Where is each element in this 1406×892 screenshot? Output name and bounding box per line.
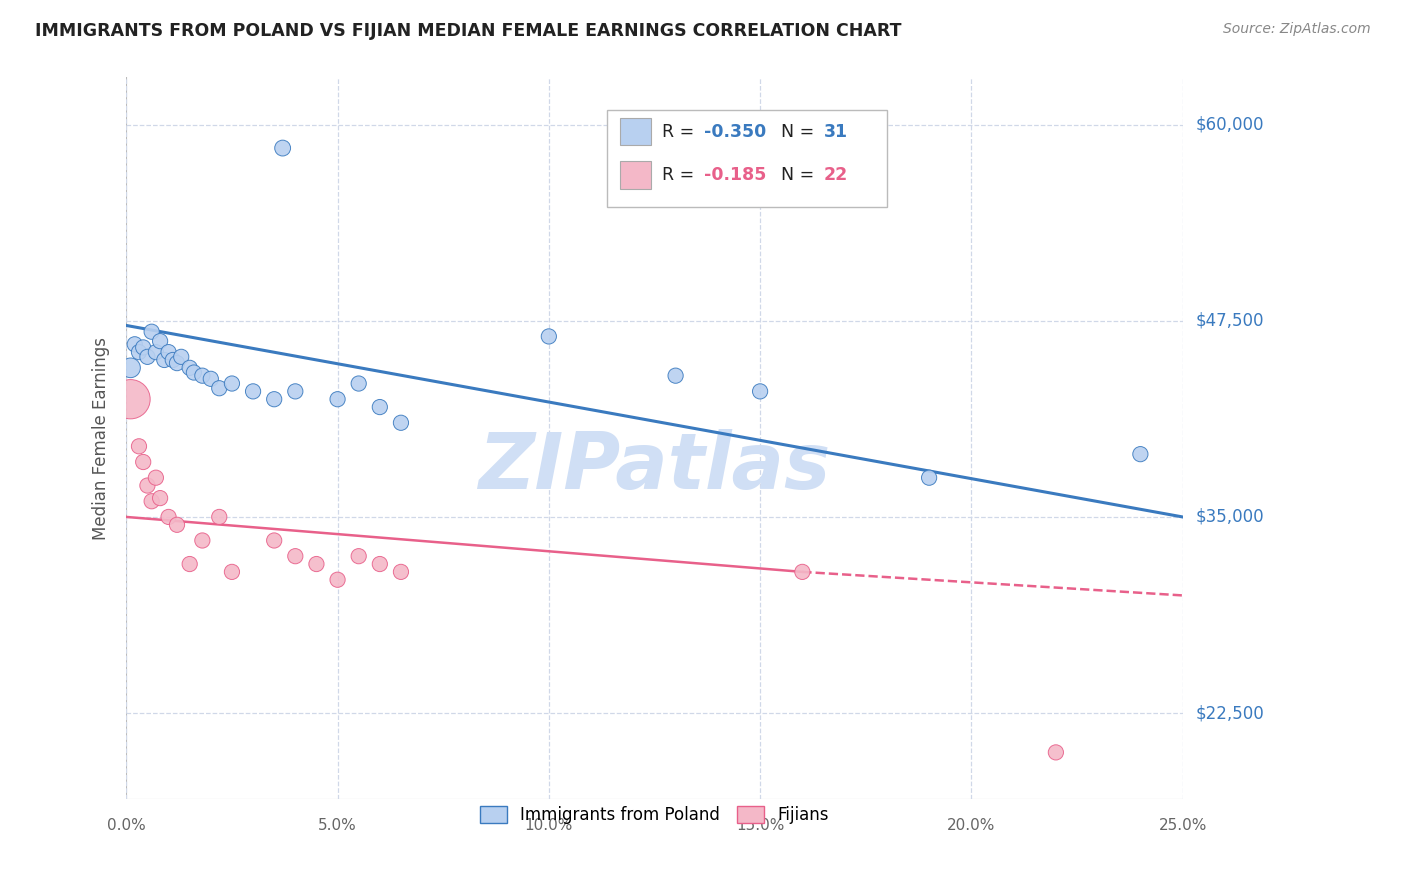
Text: N =: N = (782, 166, 820, 184)
Point (157, 510, 180, 524)
Text: $47,500: $47,500 (1195, 311, 1264, 330)
Point (284, 384, 307, 399)
Text: -0.350: -0.350 (704, 122, 766, 141)
Point (132, 455, 155, 469)
Point (166, 356, 188, 370)
Point (221, 376, 243, 391)
Point (145, 345, 167, 359)
Point (389, 565, 412, 579)
Point (347, 549, 370, 564)
Point (368, 557, 391, 571)
Text: 22: 22 (824, 166, 848, 184)
Point (179, 360, 201, 375)
Point (284, 549, 307, 564)
Point (200, 372, 222, 386)
Point (263, 392, 285, 407)
Point (149, 491, 172, 505)
Text: Source: ZipAtlas.com: Source: ZipAtlas.com (1223, 22, 1371, 37)
Point (1129, 447, 1152, 461)
Point (208, 381, 231, 395)
Legend: Immigrants from Poland, Fijians: Immigrants from Poland, Fijians (474, 799, 835, 830)
Point (271, 141, 294, 155)
Point (170, 350, 193, 364)
Text: -0.185: -0.185 (704, 166, 766, 184)
Text: 10.0%: 10.0% (524, 818, 574, 833)
Point (792, 565, 814, 579)
Text: $35,000: $35,000 (1195, 508, 1264, 526)
Text: 31: 31 (824, 122, 848, 141)
Point (368, 400, 391, 414)
Point (153, 353, 176, 368)
Point (183, 366, 205, 380)
Point (145, 471, 167, 485)
Point (149, 334, 172, 348)
Point (179, 557, 201, 571)
Point (326, 392, 349, 407)
Point (749, 384, 772, 399)
Point (141, 494, 163, 508)
Point (347, 376, 370, 391)
Point (537, 329, 560, 343)
Text: $22,500: $22,500 (1195, 704, 1264, 723)
Point (221, 565, 243, 579)
Point (128, 345, 150, 359)
Point (263, 533, 285, 548)
Point (120, 360, 142, 375)
Point (141, 325, 163, 339)
Text: 5.0%: 5.0% (318, 818, 357, 833)
Text: R =: R = (662, 122, 700, 141)
Point (166, 517, 188, 532)
Bar (620, 161, 651, 188)
Point (191, 368, 214, 383)
Point (124, 337, 146, 351)
Y-axis label: Median Female Earnings: Median Female Earnings (93, 337, 110, 540)
Point (136, 350, 159, 364)
Point (918, 471, 941, 485)
Point (157, 345, 180, 359)
Point (120, 392, 142, 407)
Point (191, 533, 214, 548)
Bar (620, 118, 651, 145)
Point (136, 478, 159, 492)
Text: ZIPatlas: ZIPatlas (478, 429, 831, 506)
Text: R =: R = (662, 166, 700, 184)
Point (132, 340, 155, 354)
FancyBboxPatch shape (607, 110, 887, 208)
Point (326, 573, 349, 587)
Text: 15.0%: 15.0% (735, 818, 785, 833)
Point (389, 416, 412, 430)
Point (665, 368, 688, 383)
Text: 25.0%: 25.0% (1159, 818, 1206, 833)
Text: IMMIGRANTS FROM POLAND VS FIJIAN MEDIAN FEMALE EARNINGS CORRELATION CHART: IMMIGRANTS FROM POLAND VS FIJIAN MEDIAN … (35, 22, 901, 40)
Text: N =: N = (782, 122, 820, 141)
Text: 20.0%: 20.0% (948, 818, 995, 833)
Point (128, 439, 150, 453)
Point (208, 510, 231, 524)
Point (242, 384, 264, 399)
Point (162, 353, 184, 368)
Text: 0.0%: 0.0% (107, 818, 146, 833)
Point (305, 557, 328, 571)
Text: $60,000: $60,000 (1195, 116, 1264, 134)
Point (1045, 745, 1067, 759)
